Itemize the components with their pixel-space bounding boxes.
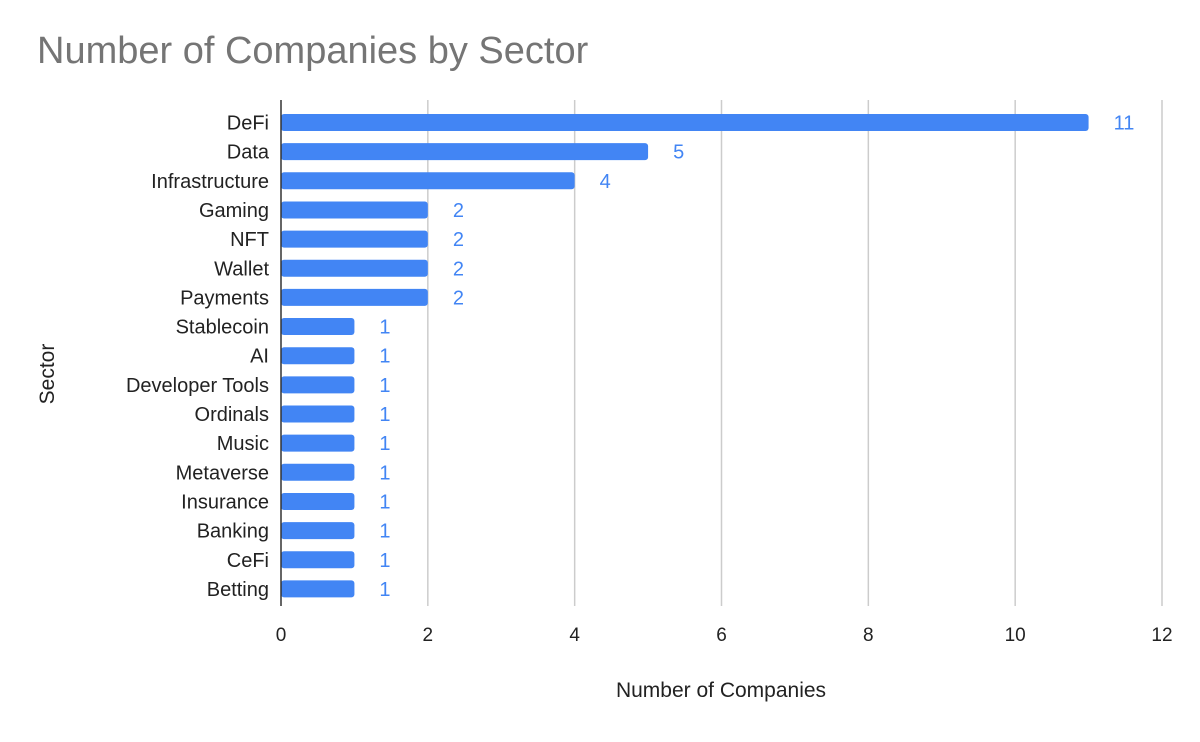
- data-label: 1: [379, 346, 390, 368]
- data-label: 1: [379, 375, 390, 397]
- data-label: 1: [379, 521, 390, 543]
- data-label: 1: [379, 550, 390, 572]
- x-tick-label: 12: [1151, 625, 1172, 646]
- y-tick-label: Payments: [180, 287, 269, 309]
- y-tick-label: Developer Tools: [126, 375, 269, 397]
- y-tick-label: CeFi: [227, 550, 269, 572]
- bar: [281, 347, 355, 365]
- bar: [281, 376, 355, 394]
- x-tick-label: 6: [716, 625, 727, 646]
- bar: [281, 259, 428, 277]
- y-tick-label: Betting: [207, 579, 269, 601]
- y-tick-label: Wallet: [214, 258, 269, 280]
- y-tick-label: Ordinals: [195, 404, 269, 426]
- y-tick-label: Stablecoin: [176, 317, 269, 339]
- data-label: 5: [673, 142, 684, 164]
- data-label: 1: [379, 404, 390, 426]
- bar: [281, 434, 355, 452]
- y-tick-label: DeFi: [227, 113, 269, 135]
- data-label: 2: [453, 200, 464, 222]
- x-axis-title: Number of Companies: [615, 679, 827, 702]
- y-tick-label: Data: [227, 142, 270, 164]
- data-label: 4: [600, 171, 611, 193]
- data-label: 2: [453, 229, 464, 251]
- y-tick-label: Insurance: [181, 491, 269, 513]
- y-tick-label: Infrastructure: [151, 171, 269, 193]
- x-tick-label: 0: [276, 625, 287, 646]
- bar: [281, 318, 355, 336]
- bar: [281, 522, 355, 540]
- bar: [281, 230, 428, 248]
- data-label: 1: [379, 491, 390, 513]
- bar: [281, 201, 428, 219]
- y-tick-label: NFT: [230, 229, 269, 251]
- data-label: 1: [379, 579, 390, 601]
- y-tick-label: Metaverse: [176, 462, 269, 484]
- chart-title: Number of Companies by Sector: [37, 30, 589, 72]
- bar: [281, 492, 355, 510]
- bar: [281, 114, 1089, 131]
- bar: [281, 405, 355, 423]
- data-label: 1: [379, 433, 390, 455]
- y-tick-label: Music: [217, 433, 269, 455]
- bar: [281, 172, 575, 190]
- bar: [281, 551, 355, 569]
- x-tick-label: 2: [423, 625, 434, 646]
- data-label: 2: [453, 258, 464, 280]
- bar: [281, 288, 428, 306]
- bar: [281, 143, 649, 161]
- bar: [281, 463, 355, 481]
- x-tick-label: 10: [1005, 625, 1026, 646]
- y-tick-label: AI: [250, 346, 269, 368]
- y-tick-label: Banking: [197, 521, 269, 543]
- x-tick-label: 8: [863, 625, 874, 646]
- data-label: 1: [379, 317, 390, 339]
- y-tick-label: Gaming: [199, 200, 269, 222]
- data-label: 2: [453, 287, 464, 309]
- data-label: 1: [379, 462, 390, 484]
- x-tick-label: 4: [569, 625, 580, 646]
- data-label: 11: [1114, 113, 1135, 135]
- bar: [281, 580, 355, 598]
